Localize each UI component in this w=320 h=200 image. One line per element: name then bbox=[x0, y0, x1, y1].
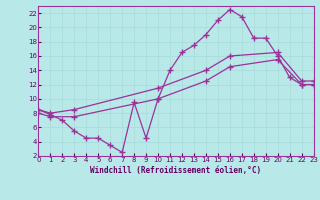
X-axis label: Windchill (Refroidissement éolien,°C): Windchill (Refroidissement éolien,°C) bbox=[91, 166, 261, 175]
